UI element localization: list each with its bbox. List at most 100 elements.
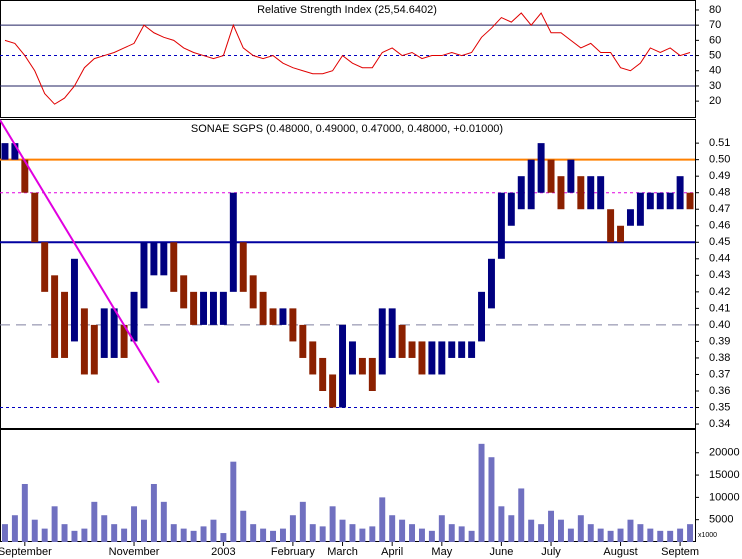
volume-bar: [240, 510, 247, 542]
volume-bar: [428, 530, 435, 542]
price-bar: [487, 258, 495, 309]
volume-bar: [567, 528, 574, 542]
x-tick-label: November: [109, 546, 160, 558]
price-bar: [160, 242, 168, 276]
price-bar: [547, 159, 555, 193]
volume-bar: [1, 524, 8, 542]
volume-bar: [279, 528, 286, 542]
price-bar: [537, 143, 545, 193]
volume-bar: [299, 501, 306, 542]
volume-bar: [190, 530, 197, 542]
price-bar: [557, 176, 565, 210]
volume-bar: [250, 524, 257, 542]
y-tick-label: 0.46: [709, 220, 730, 232]
price-bar: [130, 291, 138, 342]
volume-bar: [438, 515, 445, 542]
rsi-title: Relative Strength Index (25,54.6402): [257, 4, 437, 16]
volume-bar: [647, 528, 654, 542]
volume-panel: [0, 429, 696, 542]
price-bar: [617, 225, 625, 243]
price-bar: [587, 176, 595, 210]
price-bar: [448, 341, 456, 358]
price-bar: [259, 291, 267, 325]
price-bar: [31, 192, 39, 243]
price-bar: [249, 275, 257, 309]
price-bar: [269, 308, 277, 325]
y-tick-label: 0.50: [709, 154, 730, 166]
x-tick-label: May: [431, 546, 452, 558]
price-bar: [686, 192, 694, 210]
y-tick-label: 0.40: [709, 319, 730, 331]
volume-bar: [468, 530, 475, 542]
x-tick-label: March: [327, 546, 358, 558]
volume-bar: [81, 528, 88, 542]
volume-bar: [170, 524, 177, 542]
volume-bar: [508, 515, 515, 542]
volume-bar: [21, 483, 28, 542]
price-bar: [577, 176, 585, 210]
price-bar: [408, 341, 416, 358]
price-bar: [80, 308, 88, 375]
rsi-line: [4, 12, 691, 105]
volume-bar: [577, 515, 584, 542]
volume-unit: x1000: [698, 532, 717, 539]
volume-bar: [518, 488, 525, 542]
price-bar: [428, 341, 436, 375]
price-bar: [468, 341, 476, 358]
volume-bar: [657, 530, 664, 542]
volume-bar: [349, 524, 356, 542]
y-tick-label: 0.42: [709, 286, 730, 298]
y-tick-label: 0.44: [709, 253, 730, 265]
price-bar: [229, 192, 237, 292]
price-bar: [388, 308, 396, 358]
y-tick-label: 0.34: [709, 418, 730, 430]
x-tick-label: September: [0, 546, 52, 558]
price-bar: [567, 159, 575, 193]
price-bar: [41, 242, 49, 292]
price-bar: [368, 357, 376, 391]
x-tick-label: June: [489, 546, 513, 558]
volume-bar: [270, 530, 277, 542]
price-bar: [299, 324, 307, 358]
volume-bar: [91, 501, 98, 542]
volume-bar: [677, 528, 684, 542]
x-tick-label: August: [603, 546, 637, 558]
volume-bar: [131, 506, 138, 542]
price-bar: [517, 176, 525, 210]
volume-bar: [587, 524, 594, 542]
volume-bar: [260, 528, 267, 542]
volume-bar: [61, 524, 68, 542]
price-bar: [646, 192, 654, 210]
y-tick-label: 0.49: [709, 170, 730, 182]
price-bar: [607, 209, 615, 243]
volume-bar: [140, 519, 147, 542]
volume-bar: [687, 524, 694, 542]
price-bar: [676, 176, 684, 210]
volume-bar: [121, 528, 128, 542]
price-bar: [478, 291, 486, 342]
price-bar: [339, 324, 347, 408]
price-bar: [200, 291, 208, 325]
y-tick-label: 0.51: [709, 137, 730, 149]
volume-bar: [230, 461, 237, 542]
y-tick-label: 0.47: [709, 203, 730, 215]
price-bar: [309, 341, 317, 375]
price-bar: [100, 308, 108, 358]
price-bar: [70, 258, 78, 342]
price-bar: [636, 192, 644, 226]
volume-bar: [557, 519, 564, 542]
volume-bar: [51, 506, 58, 542]
volume-bar: [289, 515, 296, 542]
volume-bar: [369, 526, 376, 542]
volume-bar: [488, 457, 495, 542]
volume-bar: [180, 528, 187, 542]
price-bar: [110, 308, 118, 358]
y-tick-label: 5000: [709, 514, 733, 526]
y-tick-label: 0.36: [709, 385, 730, 397]
price-bar: [239, 242, 247, 292]
volume-bar: [597, 528, 604, 542]
volume-bar: [478, 443, 485, 542]
price-bar: [120, 324, 128, 358]
price-bar: [90, 324, 98, 375]
